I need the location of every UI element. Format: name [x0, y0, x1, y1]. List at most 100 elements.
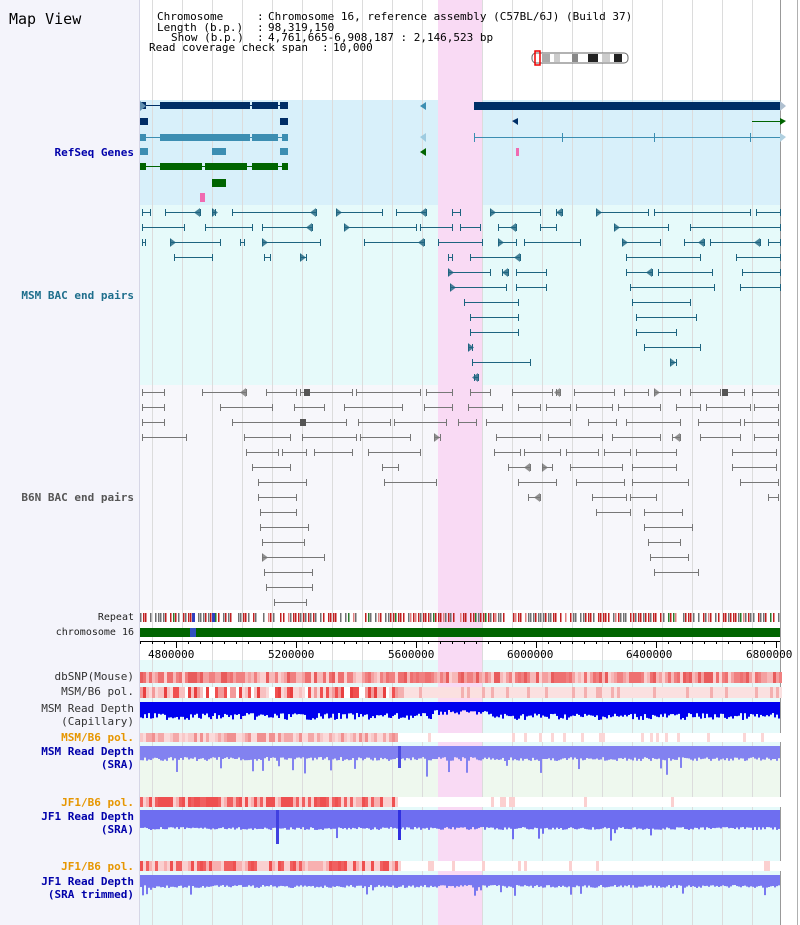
- heat-cell: [305, 672, 308, 683]
- heat-cell: [584, 797, 587, 807]
- track-label-refseq[interactable]: RefSeq Genes: [54, 146, 134, 159]
- heat-cell: [767, 861, 770, 871]
- depth-bar: [710, 702, 712, 718]
- heat-cell: [272, 861, 275, 871]
- track-label-jf1-sra[interactable]: JF1 Read Depth (SRA): [41, 810, 134, 836]
- heat-cell: [566, 861, 569, 871]
- heat-cell: [329, 733, 332, 742]
- depth-bar: [536, 810, 538, 829]
- heat-cell: [284, 797, 287, 807]
- heat-cell: [233, 861, 236, 871]
- heat-cell: [299, 733, 302, 742]
- heat-cell: [599, 672, 602, 683]
- depth-bar: [290, 875, 292, 888]
- depth-bar: [364, 702, 366, 715]
- depth-bar: [240, 746, 242, 761]
- heat-cell: [707, 733, 710, 742]
- depth-bar: [680, 702, 682, 720]
- heat-cell: [554, 797, 557, 807]
- track-label-msm-sra[interactable]: MSM Read Depth (SRA): [41, 745, 134, 771]
- depth-bar: [248, 702, 250, 715]
- depth-bar: [752, 702, 754, 715]
- repeat-mark: [590, 613, 592, 622]
- track-label-jf1-pol[interactable]: JF1/B6 pol.: [61, 796, 134, 809]
- depth-bar: [374, 702, 376, 719]
- track-label-msm-capillary[interactable]: MSM Read Depth (Capillary): [41, 702, 134, 728]
- depth-bar: [518, 746, 520, 761]
- track-label-chromosome[interactable]: chromosome 16: [55, 627, 134, 638]
- heat-cell: [194, 687, 197, 698]
- heat-cell: [500, 672, 503, 683]
- label-panel-bg: [0, 0, 140, 925]
- heat-cell: [398, 797, 401, 807]
- heat-cell: [326, 797, 329, 807]
- heat-cell: [296, 672, 299, 683]
- heat-cell: [620, 861, 623, 871]
- heat-cell: [458, 687, 461, 698]
- track-label-jf1-trimmed[interactable]: JF1 Read Depth (SRA trimmed): [41, 875, 134, 901]
- heat-cell: [482, 861, 485, 871]
- depth-bar: [190, 746, 192, 759]
- heat-cell: [635, 797, 638, 807]
- heat-cell: [758, 687, 761, 698]
- depth-bar: [624, 702, 626, 715]
- track-label-msm-pol-2[interactable]: MSM/B6 pol.: [61, 731, 134, 744]
- heat-cell: [578, 687, 581, 698]
- heat-cell: [149, 687, 152, 698]
- track-label-b6n-bac[interactable]: B6N BAC end pairs: [21, 491, 134, 504]
- depth-bar: [496, 746, 498, 760]
- depth-bar: [322, 810, 324, 830]
- track-label-msm-bac[interactable]: MSM BAC end pairs: [21, 289, 134, 302]
- heat-cell: [740, 687, 743, 698]
- track-label-msm-pol[interactable]: MSM/B6 pol.: [61, 685, 134, 698]
- heat-cell: [269, 733, 272, 742]
- heat-cell: [521, 672, 524, 683]
- repeat-mark: [323, 613, 325, 622]
- heat-cell: [521, 861, 524, 871]
- heat-cell: [701, 861, 704, 871]
- heat-cell: [344, 687, 347, 698]
- depth-bar: [546, 875, 548, 886]
- track-label-jf1-pol-2[interactable]: JF1/B6 pol.: [61, 860, 134, 873]
- depth-bar: [628, 702, 630, 715]
- depth-bar: [676, 746, 678, 760]
- depth-bar: [358, 875, 360, 886]
- depth-bar: [198, 810, 200, 829]
- heat-cell: [524, 797, 527, 807]
- depth-bar: [542, 702, 544, 716]
- heat-cell: [155, 687, 158, 698]
- depth-bar: [694, 746, 696, 759]
- track-label-repeat[interactable]: Repeat: [97, 612, 134, 623]
- depth-bar: [626, 875, 628, 887]
- depth-bar: [664, 702, 666, 714]
- depth-bar: [306, 702, 308, 720]
- depth-bar: [508, 810, 510, 828]
- heat-cell: [539, 861, 542, 871]
- depth-bar: [238, 746, 240, 758]
- depth-bar: [590, 810, 592, 830]
- depth-bar: [324, 810, 326, 829]
- depth-bar: [222, 810, 224, 828]
- heat-cell: [332, 687, 335, 698]
- depth-bar: [204, 702, 206, 716]
- depth-bar: [296, 875, 298, 886]
- track-label-dbsnp[interactable]: dbSNP(Mouse): [54, 670, 134, 683]
- heat-cell: [476, 797, 479, 807]
- heat-cell: [545, 797, 548, 807]
- depth-bar: [238, 875, 240, 886]
- depth-bar: [604, 702, 606, 718]
- repeat-mark: [185, 613, 187, 622]
- depth-bar: [698, 810, 700, 830]
- depth-bar: [618, 702, 620, 717]
- heat-cell: [449, 861, 452, 871]
- heat-cell: [263, 797, 266, 807]
- heat-cell: [587, 687, 590, 698]
- repeat-mark: [300, 613, 302, 622]
- heat-cell: [410, 672, 413, 683]
- depth-bar: [366, 702, 368, 715]
- heat-cell: [437, 733, 440, 742]
- gene-exon: [280, 102, 288, 109]
- info-span-key: Read coverage check span: [149, 41, 308, 54]
- depth-bar: [152, 702, 154, 719]
